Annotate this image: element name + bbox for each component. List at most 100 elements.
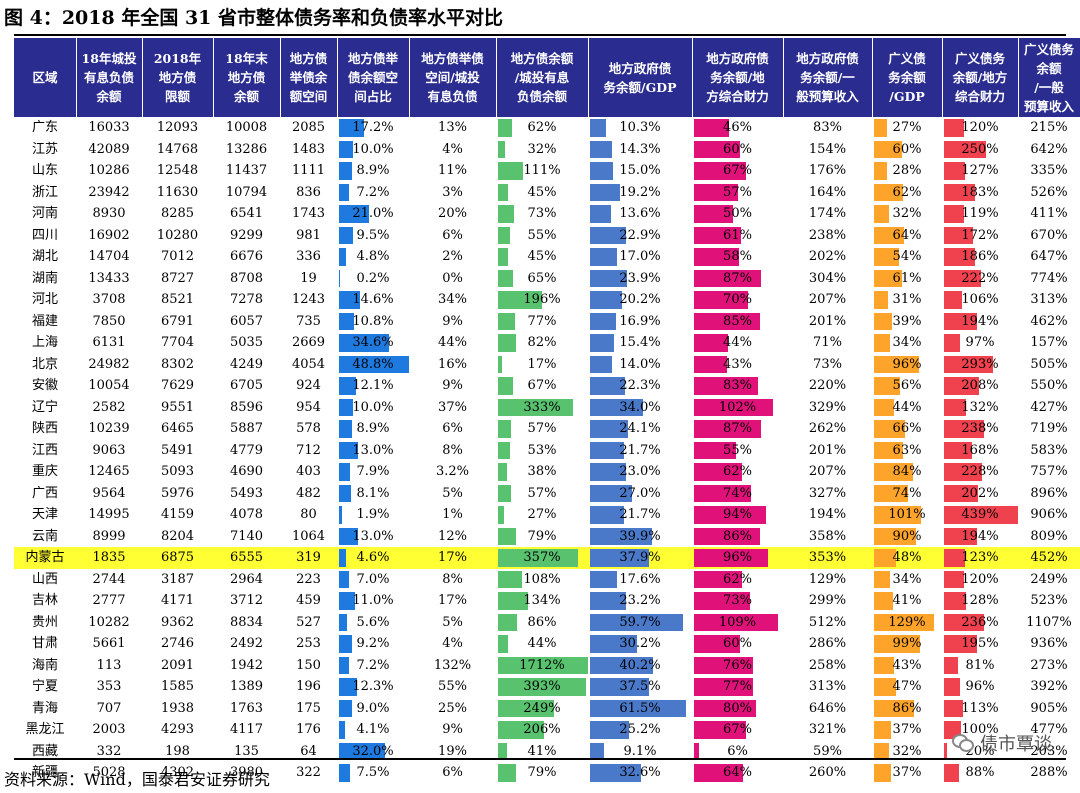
header-room-share: 地方债举 债余额空 间占比 xyxy=(347,51,398,104)
debt-room-cell: 19 xyxy=(300,270,317,286)
gov-debt-gdp-bar xyxy=(590,183,620,201)
urban-debt-cell: 42089 xyxy=(88,141,130,157)
broad-debt-fin-bar xyxy=(944,742,948,760)
room-share-bar xyxy=(339,484,351,502)
gov-debt-gdp-bar xyxy=(590,140,613,158)
gov-debt-gdp-label: 14.0% xyxy=(619,356,661,372)
gov-debt-fin-bar xyxy=(694,570,742,588)
gov-debt-revenue-cell: 299% xyxy=(808,593,847,608)
urban-debt-cell: 707 xyxy=(96,700,122,716)
region-cell: 宁夏 xyxy=(31,679,58,694)
debt-balance-cell: 10008 xyxy=(225,120,268,135)
broad-debt-gdp-bar xyxy=(874,119,887,137)
broad-debt-fin-label: 194% xyxy=(961,313,999,329)
debt-balance-cell: 7140 xyxy=(229,528,264,544)
room-to-urban-cell: 17% xyxy=(438,550,467,565)
room-share-label: 13.0% xyxy=(352,528,394,544)
debt-to-urban-label: 27% xyxy=(527,507,557,522)
table-row: 陕西 10239 6465 5887 578 8.9% 6% 57% 24.1% 87% 262% 6… xyxy=(14,418,1080,440)
broad-debt-revenue-cell: 906% xyxy=(1030,507,1068,522)
table-row: 河南 8930 8285 6541 1743 21.0% 20% 73% 13.6% 50% 174… xyxy=(14,203,1080,225)
broad-debt-gdp-label: 32% xyxy=(892,743,922,759)
room-to-urban-cell: 132% xyxy=(433,657,472,673)
table-row: 北京 24982 8302 4249 4054 48.8% 16% 17% 14.0% 43% 73… xyxy=(14,354,1080,376)
gov-debt-fin-bar xyxy=(694,699,756,717)
room-share-label: 1.9% xyxy=(356,507,390,522)
broad-debt-revenue-cell: 809% xyxy=(1030,528,1068,544)
room-share-bar xyxy=(339,463,351,481)
broad-debt-gdp-bar xyxy=(874,334,890,352)
urban-debt-cell: 2003 xyxy=(92,722,126,737)
debt-limit-cell: 14768 xyxy=(156,141,199,157)
gov-debt-revenue-cell: 176% xyxy=(808,163,847,178)
region-cell: 青海 xyxy=(31,700,58,716)
gov-debt-fin-label: 57% xyxy=(723,184,752,200)
table-row: 广西 9564 5976 5493 482 8.1% 5% 57% 27.0% 74% 327% 74… xyxy=(14,483,1080,505)
broad-debt-fin-bar xyxy=(944,699,964,717)
debt-to-urban-label: 57% xyxy=(527,421,557,436)
gov-debt-gdp-label: 20.2% xyxy=(619,292,661,307)
urban-debt-cell: 5028 xyxy=(92,765,126,780)
gov-debt-gdp-label: 61.5% xyxy=(619,700,661,716)
gov-debt-fin-label: 94% xyxy=(723,507,752,522)
broad-debt-gdp-label: 74% xyxy=(892,485,922,501)
header-divider xyxy=(409,38,410,117)
broad-debt-revenue-cell: 936% xyxy=(1030,636,1068,651)
table-row-highlighted: 内蒙古 1835 6875 6555 319 4.6% 17% 357% 37.9% 96% 353… xyxy=(14,547,1080,569)
header-urban-debt: 18年城投 有息负债 余额 xyxy=(81,51,137,104)
debt-to-urban-bar xyxy=(498,678,587,696)
broad-debt-fin-label: 97% xyxy=(965,335,995,350)
room-share-bar xyxy=(339,398,354,416)
region-cell: 江苏 xyxy=(31,141,58,157)
gov-debt-gdp-label: 15.0% xyxy=(619,163,661,178)
urban-debt-cell: 10239 xyxy=(88,421,130,436)
debt-room-cell: 322 xyxy=(296,765,321,780)
room-share-bar xyxy=(339,205,370,223)
broad-debt-gdp-bar xyxy=(874,592,894,610)
debt-balance-cell: 1763 xyxy=(229,700,264,716)
gov-debt-gdp-label: 22.9% xyxy=(619,227,661,243)
urban-debt-cell: 9063 xyxy=(92,442,126,458)
broad-debt-gdp-bar xyxy=(874,398,895,416)
room-share-bar xyxy=(339,764,350,782)
table-row: 上海 6131 7704 5035 2669 34.6% 44% 82% 15.4% 44% 71%… xyxy=(14,332,1080,354)
gov-debt-fin-bar xyxy=(694,119,730,137)
header-divider xyxy=(588,38,589,117)
gov-debt-revenue-cell: 194% xyxy=(808,507,847,522)
broad-debt-fin-bar xyxy=(944,570,965,588)
header-divider xyxy=(1018,38,1019,117)
gov-debt-gdp-bar xyxy=(590,592,627,610)
room-to-urban-cell: 9% xyxy=(442,313,463,329)
broad-debt-revenue-cell: 273% xyxy=(1030,657,1068,673)
debt-to-urban-bar xyxy=(498,570,523,588)
broad-debt-gdp-bar xyxy=(874,183,903,201)
broad-debt-fin-label: 186% xyxy=(961,249,999,264)
gov-debt-gdp-label: 13.6% xyxy=(619,206,661,221)
debt-to-urban-bar xyxy=(498,226,511,244)
debt-room-cell: 924 xyxy=(296,378,321,393)
gov-debt-gdp-label: 59.7% xyxy=(619,614,661,630)
broad-debt-gdp-label: 37% xyxy=(892,722,922,737)
gov-debt-gdp-label: 23.9% xyxy=(619,270,661,286)
broad-debt-revenue-cell: 335% xyxy=(1030,163,1068,178)
gov-debt-fin-label: 62% xyxy=(723,464,752,479)
broad-debt-revenue-cell: 896% xyxy=(1030,485,1068,501)
broad-debt-fin-label: 250% xyxy=(961,141,999,157)
gov-debt-fin-bar xyxy=(694,183,738,201)
header-divider xyxy=(942,38,943,117)
debt-to-urban-label: 79% xyxy=(527,528,557,544)
gov-debt-fin-label: 102% xyxy=(718,399,757,415)
gov-debt-gdp-bar xyxy=(590,205,612,223)
broad-debt-fin-bar xyxy=(944,334,961,352)
gov-debt-fin-label: 86% xyxy=(723,528,752,544)
debt-room-cell: 64 xyxy=(300,743,317,759)
broad-debt-fin-bar xyxy=(944,656,958,674)
region-cell: 陕西 xyxy=(31,421,58,436)
gov-debt-fin-bar xyxy=(694,398,773,416)
room-share-bar xyxy=(339,549,346,567)
table-row: 云南 8999 8204 7140 1064 13.0% 12% 79% 39.9% 86% 358… xyxy=(14,526,1080,548)
gov-debt-gdp-bar xyxy=(590,248,617,266)
region-cell: 山西 xyxy=(31,571,58,587)
broad-debt-gdp-label: 129% xyxy=(888,614,926,630)
